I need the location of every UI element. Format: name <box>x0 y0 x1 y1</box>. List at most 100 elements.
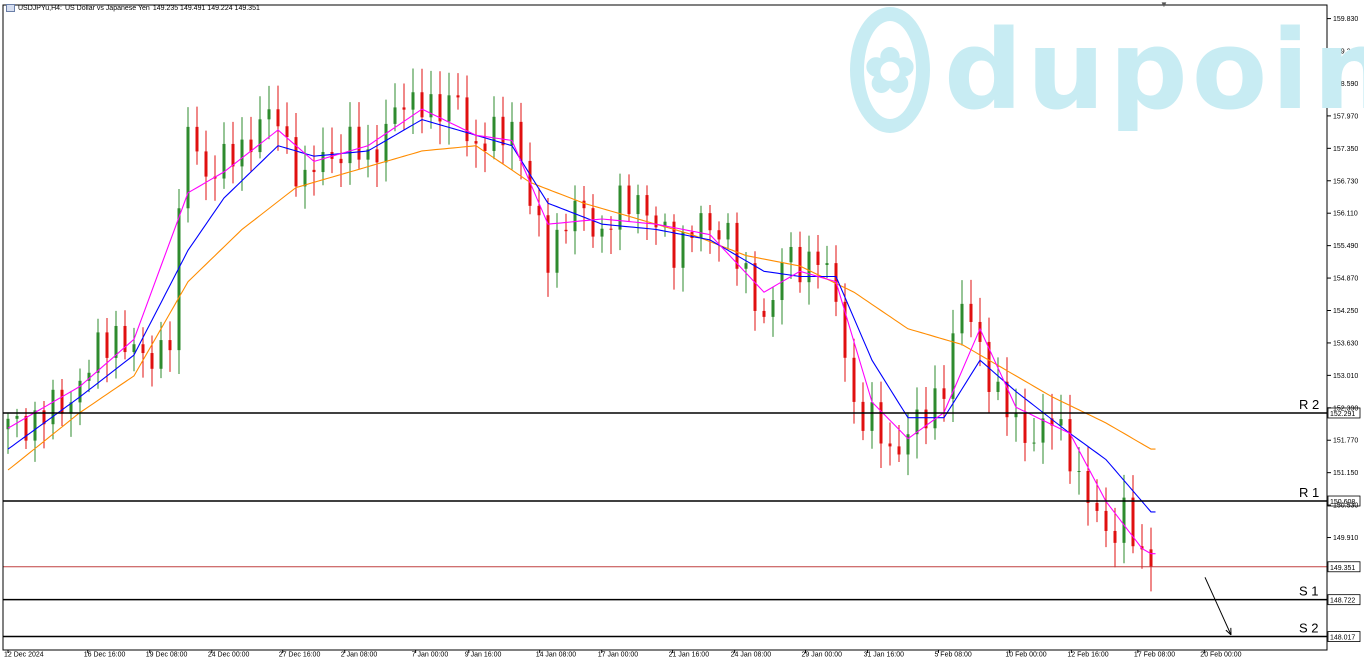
candle-body <box>798 246 802 283</box>
symbol-icon[interactable] <box>6 4 15 12</box>
candle-body <box>114 325 118 358</box>
candle-body <box>393 107 397 124</box>
y-tick-label: 153.630 <box>1333 340 1358 347</box>
candle-body <box>1131 497 1135 547</box>
x-tick-label: 19 Dec 08:00 <box>146 652 188 659</box>
candle-body <box>960 303 964 334</box>
candle-body <box>294 137 298 187</box>
candle-body <box>591 208 595 237</box>
x-tick-label: 12 Dec 2024 <box>4 652 44 659</box>
x-tick-label: 17 Feb 08:00 <box>1134 652 1175 659</box>
candle-body <box>276 109 280 127</box>
trend-arrow-line <box>1204 577 1232 636</box>
candle-body <box>1086 471 1090 503</box>
candle-body <box>33 410 37 441</box>
y-tick-label: 155.490 <box>1333 243 1358 250</box>
candle-body <box>897 446 901 455</box>
candle-body <box>1014 413 1018 418</box>
candle-body <box>258 119 262 153</box>
candle-body <box>402 107 406 110</box>
candle-body <box>645 195 649 216</box>
candle-body <box>231 143 235 167</box>
candle-body <box>42 410 46 425</box>
x-tick-label: 16 Dec 16:00 <box>84 652 126 659</box>
y-tick-label: 159.210 <box>1333 49 1358 56</box>
candle-body <box>942 388 946 399</box>
arrow-head-icon <box>1225 627 1232 636</box>
chevron-down-icon[interactable]: ▼ <box>1160 0 1168 9</box>
candle-body <box>483 143 487 151</box>
candle-body <box>879 402 883 444</box>
x-tick-label: 9 Jan 16:00 <box>465 652 502 659</box>
y-tick-label: 156.110 <box>1333 211 1358 218</box>
price-label: 148.722 <box>1330 598 1355 605</box>
candle-body <box>375 149 379 163</box>
candle-body <box>60 389 64 414</box>
candle-body <box>411 92 415 110</box>
y-tick-label: 157.970 <box>1333 113 1358 120</box>
candle-body <box>915 409 919 435</box>
candle-body <box>627 185 631 215</box>
candle-body <box>1023 413 1027 443</box>
candle-body <box>852 357 856 402</box>
candle-body <box>636 195 640 215</box>
x-tick-label: 24 Dec 00:00 <box>208 652 250 659</box>
candle-body <box>717 230 721 240</box>
y-tick-label: 150.530 <box>1333 503 1358 510</box>
x-tick-label: 14 Jan 08:00 <box>536 652 577 659</box>
candle-body <box>69 402 73 414</box>
price-label-box <box>1327 594 1361 606</box>
candle-body <box>726 222 730 240</box>
ma-slow-line <box>7 145 1156 471</box>
candle-body <box>366 149 370 160</box>
candle-body <box>78 380 82 403</box>
candle-body <box>249 139 253 153</box>
y-tick-label: 156.730 <box>1333 178 1358 185</box>
candle-body <box>1005 381 1009 418</box>
candle-body <box>825 263 829 265</box>
candle-body <box>753 263 757 311</box>
candle-body <box>546 215 550 273</box>
candle-body <box>1068 419 1072 472</box>
candle-body <box>357 126 361 160</box>
candle-body <box>681 232 685 268</box>
y-tick-label: 151.770 <box>1333 438 1358 445</box>
candle-body <box>456 95 460 98</box>
candle-body <box>105 332 109 358</box>
y-tick-label: 149.910 <box>1333 535 1358 542</box>
candle-body <box>1077 471 1081 473</box>
x-tick-label: 17 Jan 00:00 <box>598 652 639 659</box>
candle-body <box>447 95 451 122</box>
y-tick-label: 152.390 <box>1333 405 1358 412</box>
candle-body <box>465 97 469 142</box>
x-tick-label: 2 Jan 08:00 <box>341 652 378 659</box>
candle-body <box>564 229 568 232</box>
plot-frame <box>2 4 1328 651</box>
candle-body <box>6 418 10 430</box>
level-name: S 1 <box>1299 584 1319 599</box>
candle-body <box>123 325 127 353</box>
candle-body <box>1059 419 1063 426</box>
candle-body <box>573 200 577 232</box>
candle-body <box>429 94 433 118</box>
candle-body <box>996 381 1000 392</box>
price-label-box <box>1327 561 1361 573</box>
x-tick-label: 31 Jan 16:00 <box>864 652 905 659</box>
candle-body <box>132 344 136 353</box>
candle-body <box>555 229 559 273</box>
candle-body <box>816 251 820 265</box>
price-label-box <box>1327 407 1361 419</box>
candle-body <box>204 151 208 177</box>
x-tick-label: 21 Jan 16:00 <box>669 652 710 659</box>
candle-body <box>969 303 973 322</box>
candle-body <box>240 139 244 167</box>
candle-body <box>654 215 658 228</box>
candle-body <box>978 321 982 342</box>
level-name: R 1 <box>1299 485 1319 500</box>
candle-body <box>519 121 523 161</box>
candle-body <box>141 344 145 354</box>
candle-body <box>672 221 676 268</box>
candle-body <box>537 205 541 216</box>
